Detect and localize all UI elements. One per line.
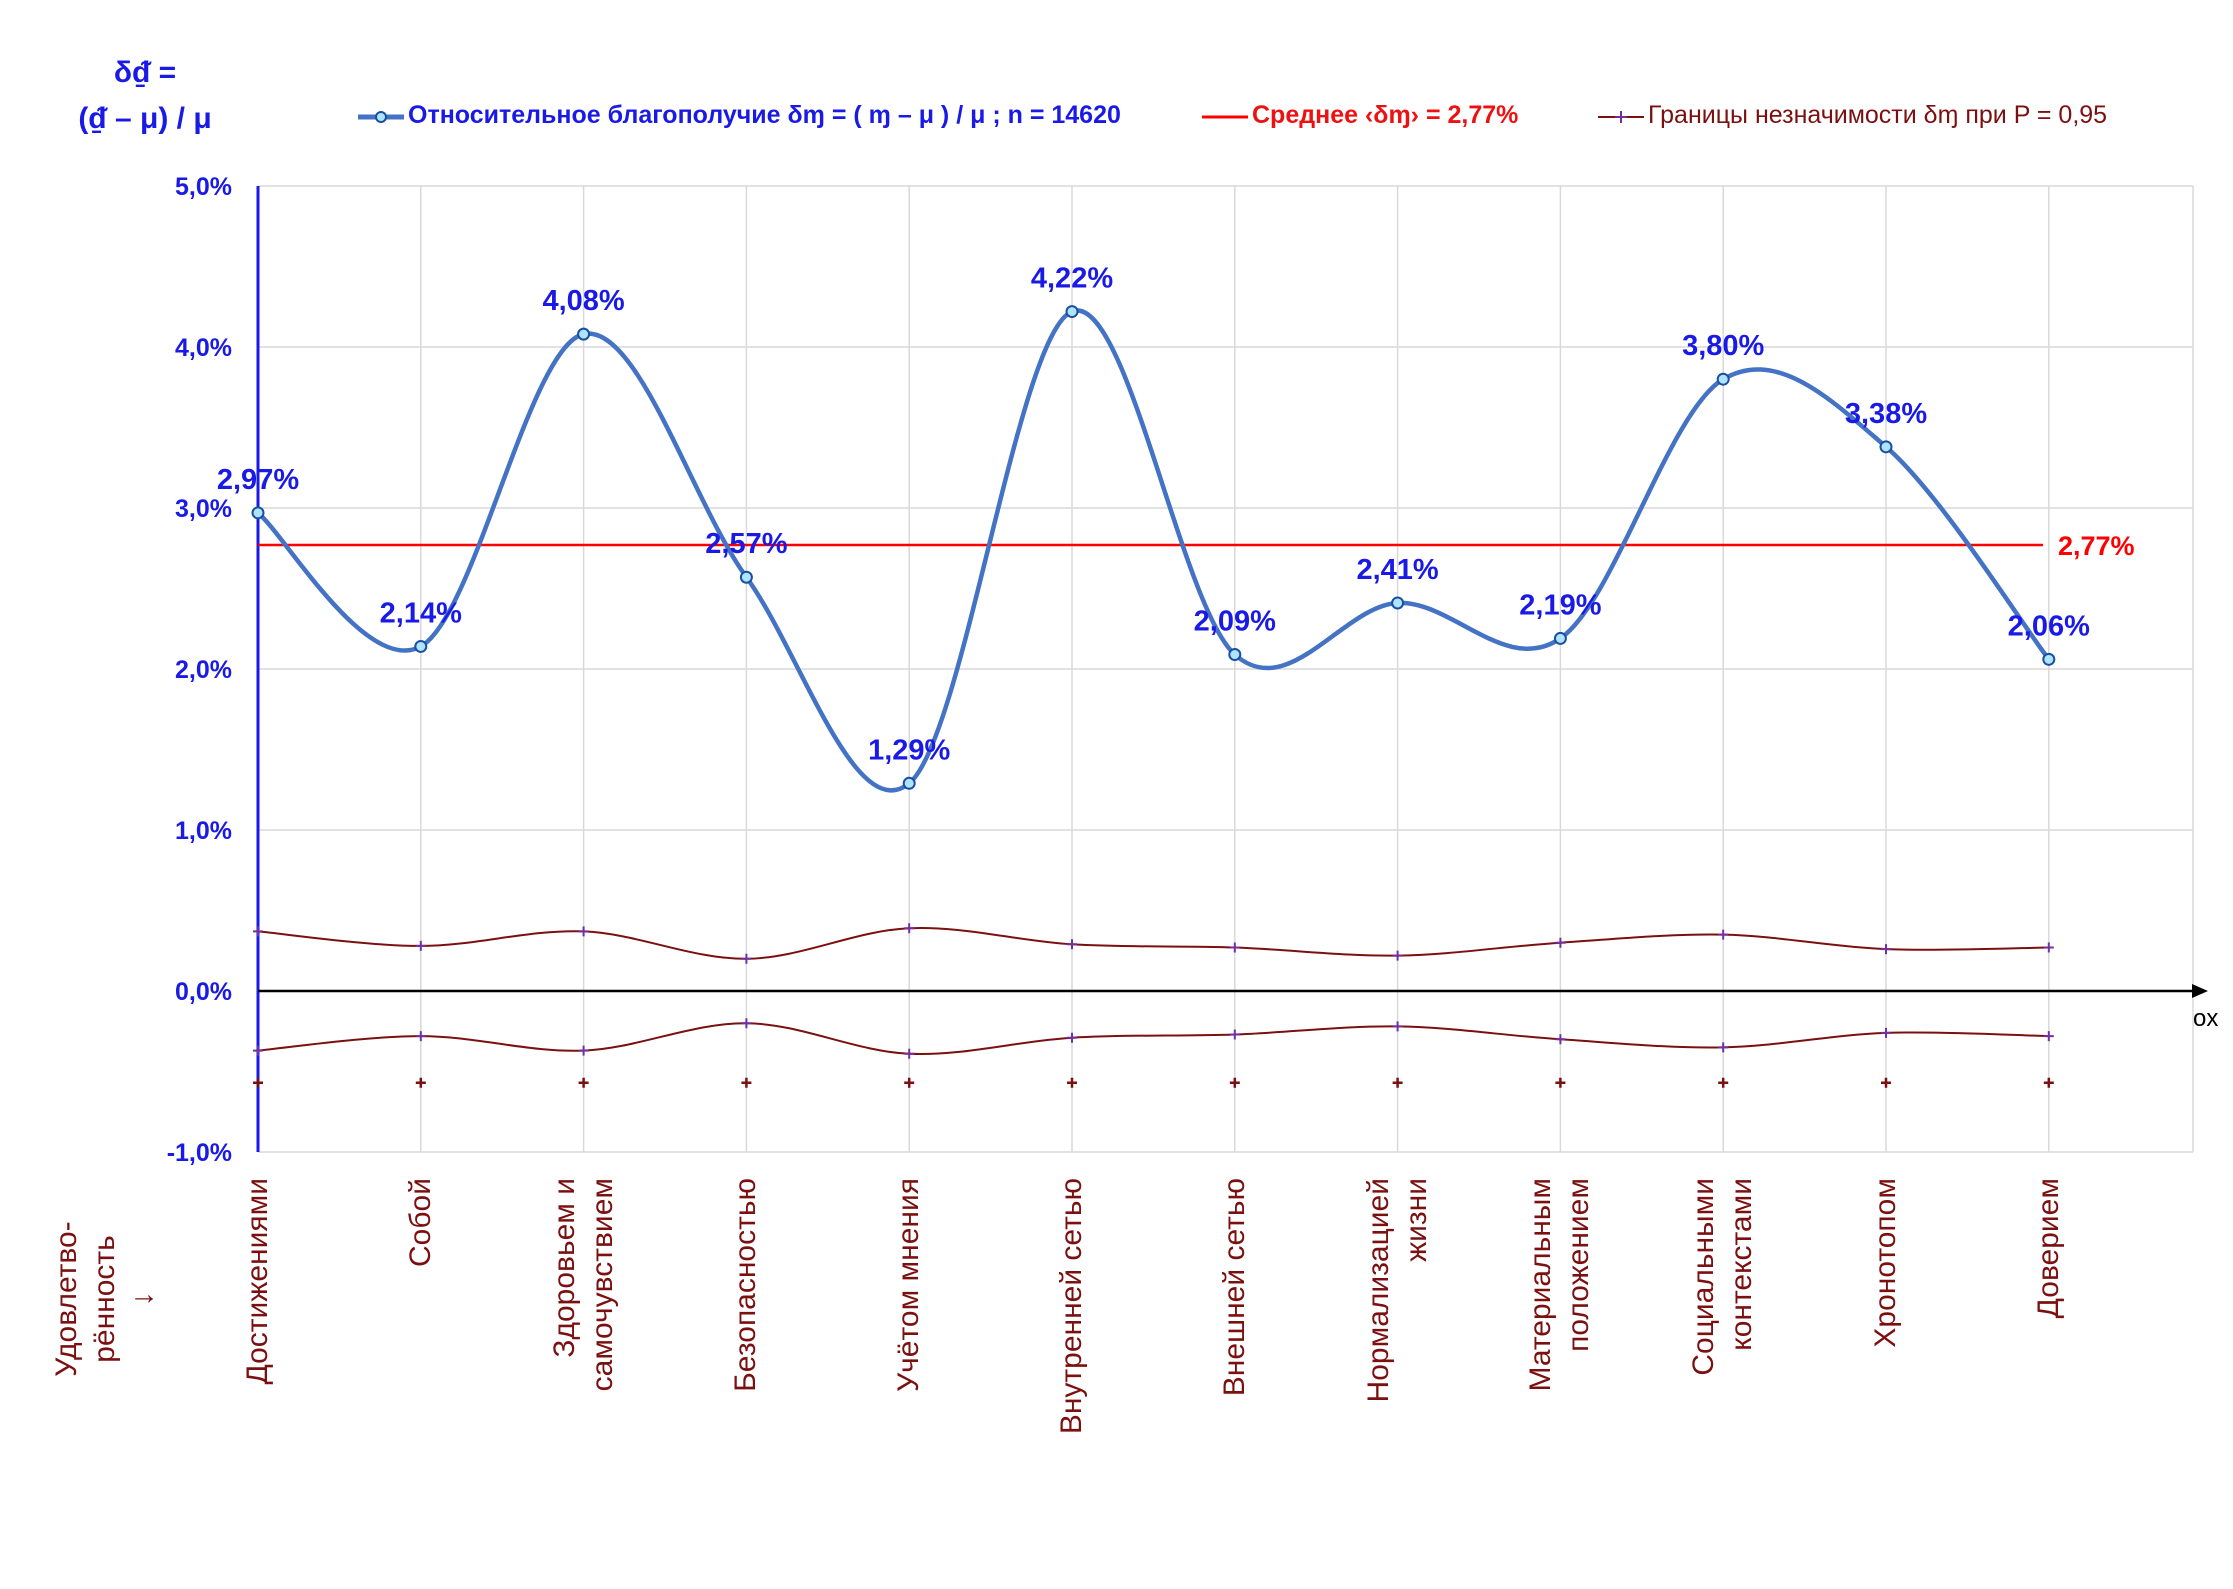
bound-marker-lower <box>415 1031 426 1042</box>
bound-marker-lower <box>2043 1031 2054 1042</box>
bound-marker-upper <box>904 923 915 934</box>
data-label: 2,06% <box>2008 610 2090 642</box>
data-label: 1,29% <box>868 734 950 766</box>
category-label: Учётом мнения <box>892 1178 926 1392</box>
bound-extra-marker <box>415 1077 426 1088</box>
bound-line-upper <box>257 926 2049 960</box>
y-tick-label: 5,0% <box>175 173 232 201</box>
data-point <box>1391 596 1405 610</box>
bound-extra-marker <box>1555 1077 1566 1088</box>
mean-value-label: 2,77% <box>2058 531 2135 561</box>
data-label: 3,38% <box>1845 398 1927 430</box>
data-label: 2,09% <box>1194 606 1276 638</box>
legend-series-swatch <box>358 105 404 125</box>
bound-extra-marker <box>253 1077 263 1088</box>
bound-extra-marker <box>1881 1077 1891 1088</box>
bound-extra-marker <box>741 1077 752 1088</box>
data-label: 2,19% <box>1519 589 1601 621</box>
data-point <box>1716 372 1730 386</box>
legend-entry-bounds: Границы незначимости δɱ при P = 0,95 <box>1598 95 2107 135</box>
data-point <box>251 506 265 520</box>
bound-marker-upper <box>1392 950 1403 961</box>
bound-marker-lower <box>1392 1021 1403 1032</box>
data-point <box>577 327 591 341</box>
data-point <box>1879 440 1893 454</box>
category-label: Безопасностью <box>729 1178 763 1392</box>
data-label: 4,08% <box>542 285 624 317</box>
y-axis-title-line1: δᵭ̱ = <box>113 56 177 89</box>
bound-marker-lower <box>253 1045 263 1056</box>
data-label: 4,22% <box>1031 263 1113 295</box>
bound-marker-upper <box>1229 942 1240 953</box>
bound-marker-lower <box>1555 1034 1566 1045</box>
bound-marker-lower <box>904 1048 915 1059</box>
bound-marker-upper <box>1881 944 1891 955</box>
bound-extra-marker <box>1718 1077 1729 1088</box>
data-point <box>1553 631 1567 645</box>
y-axis-title: δᵭ̱ = (ᵭ̱ – μ) / μ <box>60 50 230 142</box>
y-axis-title-line2: (ᵭ̱ – μ) / μ <box>78 102 212 135</box>
series-line <box>256 308 2051 793</box>
bound-extra-marker <box>1067 1077 1077 1088</box>
legend-entry-mean: Среднее ‹δɱ› = 2,77% <box>1202 95 1518 135</box>
category-label: Социальными контекстами <box>1687 1178 1759 1376</box>
bound-marker-lower <box>578 1045 589 1056</box>
data-label: 2,41% <box>1356 554 1438 586</box>
bound-extra-marker <box>1229 1077 1240 1088</box>
x-axis-arrow <box>2192 984 2208 998</box>
data-label: 2,14% <box>380 597 462 629</box>
y-tick-label: 3,0% <box>175 495 232 523</box>
category-label: Нормализацией жизни <box>1361 1178 1433 1403</box>
bound-marker-upper <box>1718 929 1729 940</box>
x-axis-label: ox <box>2193 1005 2218 1032</box>
bound-marker-lower <box>741 1018 752 1029</box>
y-tick-label: 4,0% <box>175 334 232 362</box>
data-point <box>739 570 753 584</box>
bound-marker-lower <box>1229 1029 1240 1040</box>
bound-marker-upper <box>1555 937 1566 948</box>
data-label: 3,80% <box>1682 330 1764 362</box>
category-label: Достижениями <box>241 1178 274 1385</box>
bound-marker-lower <box>1718 1042 1729 1053</box>
data-point <box>1065 305 1079 319</box>
legend-mean-label: Среднее ‹δɱ› = 2,77% <box>1252 100 1519 129</box>
data-point <box>2042 652 2056 666</box>
category-label: Внешней сетью <box>1217 1178 1251 1397</box>
y-tick-label: 2,0% <box>175 656 232 684</box>
data-point <box>414 639 428 653</box>
y-tick-label: 1,0% <box>175 817 232 845</box>
bound-marker-lower <box>1067 1032 1077 1043</box>
legend-bounds-swatch <box>1598 105 1644 125</box>
bound-extra-marker <box>904 1077 915 1088</box>
bound-marker-lower <box>1881 1027 1891 1038</box>
category-label: Внутренней сетью <box>1055 1178 1088 1435</box>
data-label: 2,97% <box>217 464 299 496</box>
bound-marker-upper <box>415 940 426 951</box>
bound-extra-marker <box>2043 1077 2054 1088</box>
bound-marker-upper <box>1067 939 1077 950</box>
legend-mean-swatch <box>1202 105 1248 125</box>
bound-extra-marker <box>578 1077 589 1088</box>
y-tick-label: -1,0% <box>167 1139 232 1167</box>
category-label: Собой <box>403 1178 437 1267</box>
data-label: 2,57% <box>705 528 787 560</box>
category-label: Хронотопом <box>1869 1178 1902 1348</box>
bound-marker-upper <box>741 953 752 964</box>
bound-marker-upper <box>2043 942 2054 953</box>
category-label: Доверием <box>2031 1178 2065 1319</box>
data-point <box>902 776 916 790</box>
bound-marker-upper <box>578 926 589 937</box>
bound-line-lower <box>257 1022 2049 1056</box>
bound-extra-marker <box>1392 1077 1403 1088</box>
bound-marker-upper <box>253 926 263 937</box>
legend-bounds-label: Границы незначимости δɱ при P = 0,95 <box>1648 100 2108 129</box>
satisfaction-axis-label: Удовлетво-рённость ↓ <box>50 1221 159 1377</box>
category-label: Материальным положением <box>1524 1178 1596 1392</box>
legend-series-label: Относительное благополучие δɱ = ( ɱ – μ … <box>408 100 1121 129</box>
legend-entry-series: Относительное благополучие δɱ = ( ɱ – μ … <box>358 95 1121 135</box>
data-point <box>1228 648 1242 662</box>
y-tick-label: 0,0% <box>175 978 232 1006</box>
category-label: Здоровьем и самочувствием <box>547 1178 619 1392</box>
